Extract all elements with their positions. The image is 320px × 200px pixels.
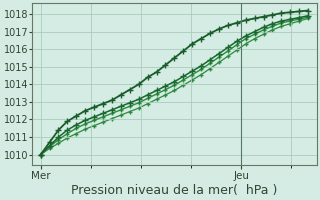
- X-axis label: Pression niveau de la mer(  hPa ): Pression niveau de la mer( hPa ): [71, 184, 277, 197]
